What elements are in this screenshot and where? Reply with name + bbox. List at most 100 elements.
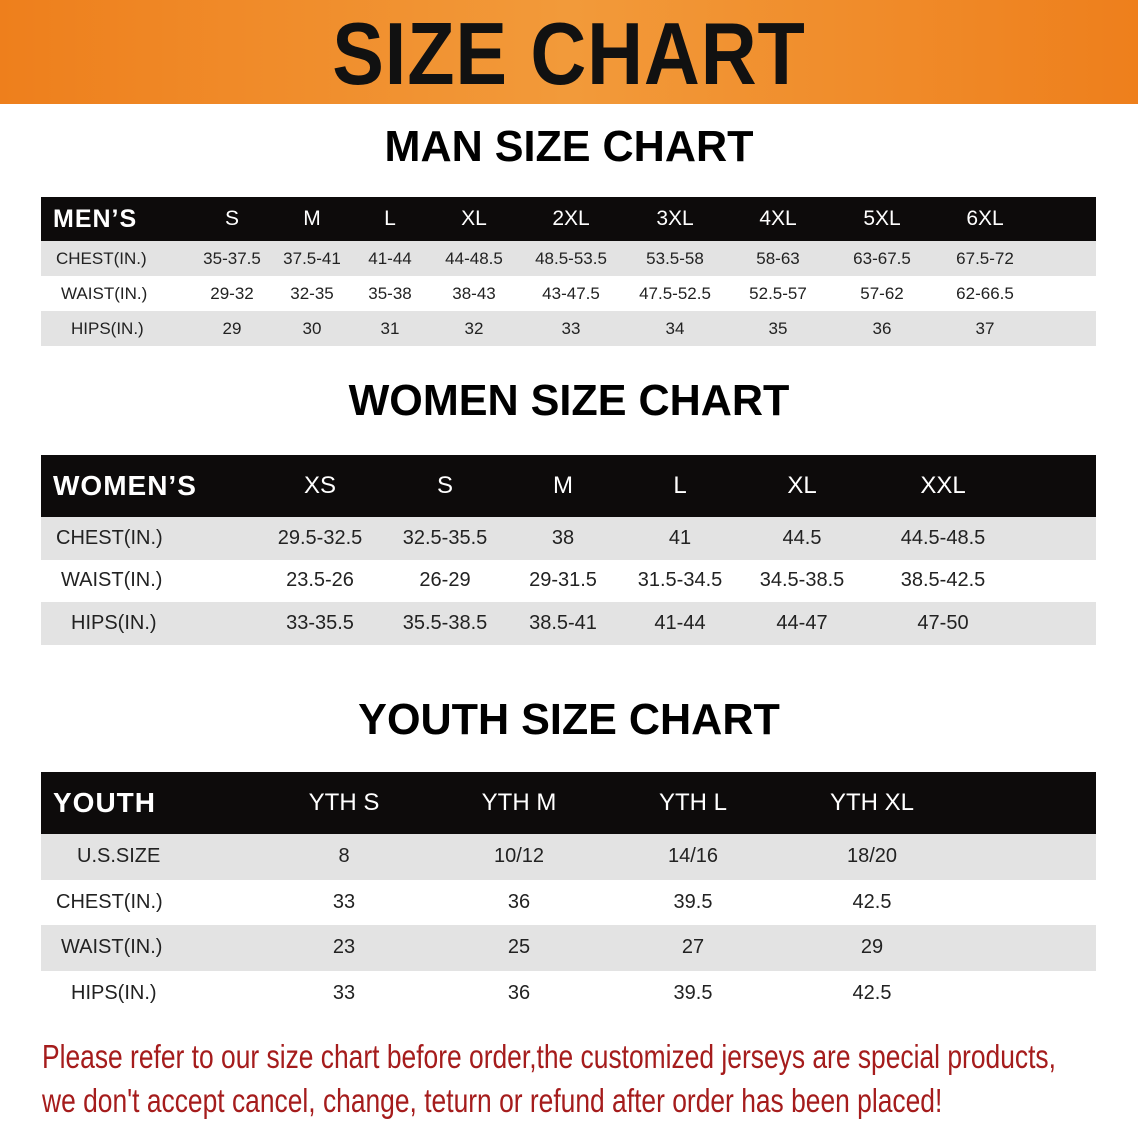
- men-table-cell: 37.5-41: [283, 248, 341, 268]
- youth-table-row: U.S.SIZE 8 10/12 14/16 18/20: [41, 834, 1096, 880]
- youth-row-label: CHEST(IN.): [56, 890, 163, 913]
- women-table-row: HIPS(IN.) 33-35.5 35.5-38.5 38.5-41 41-44 44-…: [41, 602, 1096, 645]
- women-table-cell: 38: [551, 526, 575, 549]
- youth-size-table: YOUTH YTH S YTH M YTH L YTH XL U.S.SIZE 8 10/12…: [41, 772, 1096, 1016]
- women-table-row: CHEST(IN.) 29.5-32.5 32.5-35.5 38 41 44.5 44.5…: [41, 517, 1096, 560]
- youth-table-cell: 10/12: [493, 845, 545, 868]
- men-table-row: HIPS(IN.) 29 30 31 32 33 34 35 36 37: [41, 311, 1096, 346]
- women-table-cell: 32.5-35.5: [402, 526, 488, 549]
- women-row-label: WAIST(IN.): [61, 569, 163, 592]
- youth-row-label: WAIST(IN.): [61, 936, 163, 959]
- men-table-cell: 52.5-57: [749, 283, 807, 303]
- men-size-header: 3XL: [656, 207, 694, 230]
- women-table-cell: 41: [668, 526, 692, 549]
- women-size-header: L: [673, 472, 687, 499]
- youth-table-cell: 29: [860, 936, 884, 959]
- youth-row-label: U.S.SIZE: [77, 845, 161, 868]
- men-table-cell: 62-66.5: [956, 283, 1014, 303]
- men-table-cell: 35: [768, 318, 788, 338]
- women-table-cell: 33-35.5: [286, 611, 354, 634]
- women-table-cell: 44.5: [782, 526, 822, 549]
- men-row-label: WAIST(IN.): [61, 283, 148, 303]
- women-table-cell: 47-50: [917, 611, 969, 634]
- women-table-cell: 44-47: [776, 611, 828, 634]
- youth-size-header: YTH XL: [829, 789, 915, 816]
- youth-table-cell: 27: [681, 936, 705, 959]
- women-table-cell: 31.5-34.5: [637, 569, 723, 592]
- women-table-cell: 26-29: [419, 569, 471, 592]
- men-row-label: HIPS(IN.): [71, 318, 144, 338]
- notice-line-1: Please refer to our size chart before or…: [42, 1038, 1056, 1075]
- men-table-row: CHEST(IN.) 35-37.5 37.5-41 41-44 44-48.5 48.5…: [41, 241, 1096, 276]
- men-table-cell: 34: [665, 318, 685, 338]
- men-table-cell: 58-63: [756, 248, 800, 268]
- men-table-cell: 35-38: [368, 283, 412, 303]
- men-table-cell: 37: [975, 318, 995, 338]
- women-size-header: XS: [303, 472, 337, 499]
- women-size-header: XL: [787, 472, 817, 499]
- men-table-cell: 32: [464, 318, 484, 338]
- men-size-header: XL: [461, 207, 487, 230]
- men-table-cell: 57-62: [860, 283, 904, 303]
- men-table-cell: 36: [872, 318, 892, 338]
- men-table-cell: 41-44: [368, 248, 412, 268]
- youth-table-row: WAIST(IN.) 23 25 27 29: [41, 925, 1096, 971]
- men-size-header: L: [384, 207, 396, 230]
- women-header-row: WOMEN’S XS S M L XL XXL: [41, 455, 1096, 517]
- men-section-title: MAN SIZE CHART: [384, 122, 754, 171]
- men-table-cell: 47.5-52.5: [639, 283, 711, 303]
- youth-table-cell: 14/16: [667, 845, 719, 868]
- youth-table-cell: 18/20: [846, 845, 898, 868]
- youth-table-cell: 33: [332, 981, 356, 1004]
- women-table-cell: 38.5-41: [529, 611, 597, 634]
- men-table-cell: 29: [222, 318, 242, 338]
- women-table-cell: 23.5-26: [286, 569, 354, 592]
- youth-table-cell: 23: [332, 936, 356, 959]
- women-table-cell: 35.5-38.5: [402, 611, 488, 634]
- women-size-header: XXL: [920, 472, 966, 499]
- men-header-label: MEN’S: [53, 204, 138, 233]
- women-header-label: WOMEN’S: [53, 470, 197, 501]
- women-table-cell: 29-31.5: [529, 569, 597, 592]
- women-size-header: S: [436, 472, 454, 499]
- youth-table-cell: 42.5: [852, 981, 892, 1004]
- youth-table-cell: 39.5: [673, 890, 713, 913]
- women-table-cell: 38.5-42.5: [900, 569, 986, 592]
- men-table-cell: 32-35: [290, 283, 334, 303]
- women-table-cell: 44.5-48.5: [900, 526, 986, 549]
- men-table-cell: 48.5-53.5: [535, 248, 607, 268]
- youth-table-cell: 33: [332, 890, 356, 913]
- men-size-header: 6XL: [966, 207, 1004, 230]
- men-table-cell: 29-32: [210, 283, 254, 303]
- youth-header-label: YOUTH: [53, 787, 156, 818]
- youth-table-row: HIPS(IN.) 33 36 39.5 42.5: [41, 970, 1096, 1016]
- men-table-cell: 44-48.5: [445, 248, 503, 268]
- notice-line-2: we don't accept cancel, change, teturn o…: [42, 1082, 943, 1119]
- men-size-table: MEN’S S M L XL 2XL 3XL 4XL 5XL 6XL CHEST(IN.) 35-37…: [41, 197, 1096, 346]
- women-row-label: CHEST(IN.): [56, 526, 163, 549]
- banner: SIZE CHART: [0, 0, 1138, 104]
- women-section-title: WOMEN SIZE CHART: [348, 376, 790, 425]
- men-table-cell: 33: [561, 318, 581, 338]
- men-table-cell: 43-47.5: [542, 283, 600, 303]
- men-table-row: WAIST(IN.) 29-32 32-35 35-38 38-43 43-47.5 47.…: [41, 276, 1096, 311]
- men-table-cell: 35-37.5: [203, 248, 261, 268]
- youth-header-row: YOUTH YTH S YTH M YTH L YTH XL: [41, 772, 1096, 834]
- women-row-label: HIPS(IN.): [71, 611, 157, 634]
- women-size-header: M: [553, 472, 573, 499]
- men-table-cell: 67.5-72: [956, 248, 1014, 268]
- youth-table-cell: 39.5: [673, 981, 713, 1004]
- youth-section-title: YOUTH SIZE CHART: [358, 695, 780, 744]
- women-table-cell: 29.5-32.5: [277, 526, 363, 549]
- men-row-label: CHEST(IN.): [56, 248, 147, 268]
- men-size-header: S: [224, 207, 240, 230]
- women-table-cell: 34.5-38.5: [759, 569, 845, 592]
- youth-table-cell: 25: [507, 936, 531, 959]
- banner-title: SIZE CHART: [332, 4, 806, 103]
- youth-table-cell: 36: [507, 890, 531, 913]
- men-size-header: M: [303, 207, 321, 230]
- women-table-cell: 41-44: [654, 611, 706, 634]
- men-header-row: MEN’S S M L XL 2XL 3XL 4XL 5XL 6XL: [41, 197, 1096, 241]
- men-table-cell: 53.5-58: [646, 248, 704, 268]
- youth-table-cell: 42.5: [852, 890, 892, 913]
